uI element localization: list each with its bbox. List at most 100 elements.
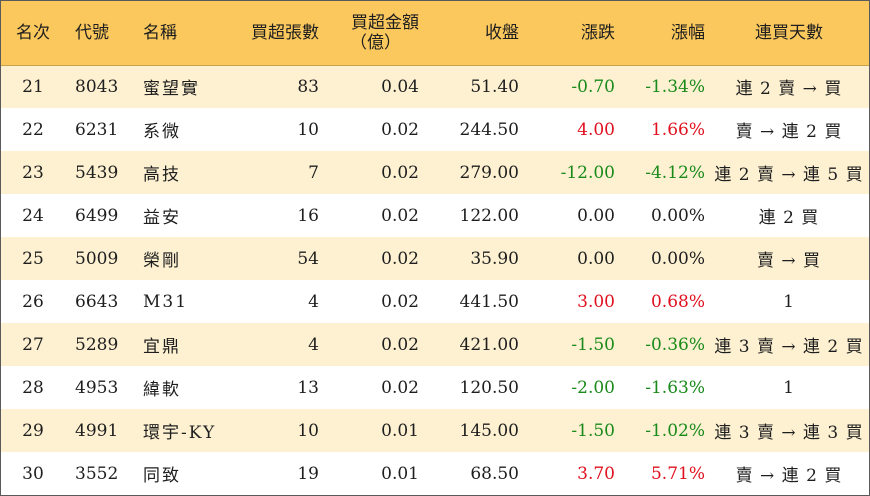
cell-consecutive-days: 賣 → 連 2 買: [735, 466, 843, 486]
cell-buy-amount: 0.02: [381, 162, 419, 183]
cell-change: -0.70: [571, 76, 615, 97]
cell-buy-volume: 16: [297, 205, 319, 226]
cell-change-pct: 0.68%: [650, 291, 705, 312]
cell-name[interactable]: 系微: [143, 122, 181, 142]
cell-code[interactable]: 8043: [75, 76, 119, 97]
cell-code[interactable]: 5289: [75, 334, 119, 355]
cell-buy-amount: 0.02: [381, 377, 419, 398]
cell-change: 3.70: [577, 463, 615, 484]
cell-buy-volume: 83: [297, 76, 319, 97]
cell-change-pct: -1.02%: [645, 420, 705, 441]
table-row[interactable]: 21 8043 蜜望實 83 0.04 51.40 -0.70 -1.34% 連 2 賣 → 買: [1, 65, 869, 108]
cell-buy-amount: 0.02: [381, 119, 419, 140]
cell-change-pct: -1.34%: [645, 76, 705, 97]
cell-change-pct: -0.36%: [645, 334, 705, 355]
header-buy-amount-unit: （億）: [350, 32, 401, 53]
cell-change: 0.00: [577, 205, 615, 226]
table-body: 21 8043 蜜望實 83 0.04 51.40 -0.70 -1.34% 連 2 賣 → 買…: [1, 65, 869, 495]
cell-close: 244.50: [459, 119, 519, 140]
cell-close: 421.00: [459, 334, 519, 355]
cell-buy-volume: 7: [308, 162, 319, 183]
cell-close: 35.90: [470, 248, 519, 269]
cell-change: -1.50: [571, 420, 615, 441]
cell-buy-amount: 0.02: [381, 205, 419, 226]
cell-code[interactable]: 5439: [75, 162, 119, 183]
table-row[interactable]: 26 6643 M31 4 0.02 441.50 3.00 0.68% 1: [1, 280, 869, 323]
table-row[interactable]: 30 3552 同致 19 0.01 68.50 3.70 5.71% 賣 → 連 2 買: [1, 452, 869, 495]
cell-buy-volume: 10: [297, 420, 319, 441]
table-row[interactable]: 23 5439 高技 7 0.02 279.00 -12.00 -4.12% 連 2 賣 → 連…: [1, 151, 869, 194]
header-change[interactable]: 漲跌: [531, 1, 617, 66]
cell-code[interactable]: 5009: [75, 248, 119, 269]
cell-close: 68.50: [470, 463, 519, 484]
cell-name[interactable]: 益安: [143, 208, 181, 228]
header-buy-amount-label: 買超金額: [351, 12, 419, 33]
cell-buy-amount: 0.01: [381, 463, 419, 484]
cell-rank: 30: [22, 463, 44, 484]
cell-buy-amount: 0.04: [381, 76, 419, 97]
cell-rank: 27: [22, 334, 44, 355]
cell-change-pct: 5.71%: [650, 463, 705, 484]
cell-consecutive-days: 1: [783, 377, 795, 398]
header-rank[interactable]: 名次: [1, 1, 65, 66]
cell-change: -12.00: [560, 162, 615, 183]
cell-close: 122.00: [459, 205, 519, 226]
cell-change-pct: -4.12%: [645, 162, 705, 183]
cell-name[interactable]: 榮剛: [143, 251, 181, 271]
cell-change: 3.00: [577, 291, 615, 312]
cell-consecutive-days: 連 2 賣 → 買: [735, 79, 843, 100]
cell-consecutive-days: 連 2 買: [758, 208, 820, 228]
header-name[interactable]: 名稱: [137, 1, 237, 66]
table-row[interactable]: 28 4953 緯軟 13 0.02 120.50 -2.00 -1.63% 1: [1, 366, 869, 409]
cell-consecutive-days: 1: [783, 291, 795, 312]
cell-consecutive-days: 賣 → 連 2 買: [735, 122, 843, 142]
table-row[interactable]: 29 4991 環宇-KY 10 0.01 145.00 -1.50 -1.02% 連 3 賣 …: [1, 409, 869, 452]
cell-buy-amount: 0.01: [381, 420, 419, 441]
cell-change: -1.50: [571, 334, 615, 355]
header-change-pct[interactable]: 漲幅: [617, 1, 709, 66]
header-code[interactable]: 代號: [65, 1, 137, 66]
table-row[interactable]: 27 5289 宜鼎 4 0.02 421.00 -1.50 -0.36% 連 3 賣 → 連 …: [1, 323, 869, 366]
table-row[interactable]: 25 5009 榮剛 54 0.02 35.90 0.00 0.00% 賣 → 買: [1, 237, 869, 280]
cell-name[interactable]: 同致: [143, 466, 181, 486]
cell-rank: 26: [22, 291, 44, 312]
cell-consecutive-days: 賣 → 買: [756, 251, 822, 271]
cell-rank: 28: [22, 377, 44, 398]
cell-change: 0.00: [577, 248, 615, 269]
header-buy-amount[interactable]: 買超金額 （億）: [327, 1, 427, 66]
header-buy-volume[interactable]: 買超張數: [237, 1, 327, 66]
cell-close: 279.00: [459, 162, 519, 183]
cell-name[interactable]: 高技: [143, 165, 181, 185]
header-consecutive-days[interactable]: 連買天數: [709, 1, 869, 66]
cell-change-pct: 0.00%: [650, 205, 705, 226]
cell-rank: 21: [22, 76, 44, 97]
cell-change-pct: 0.00%: [650, 248, 705, 269]
cell-consecutive-days: 連 2 賣 → 連 5 買: [714, 165, 864, 185]
cell-code[interactable]: 6643: [75, 291, 119, 312]
cell-buy-volume: 4: [308, 291, 319, 312]
cell-change-pct: -1.63%: [645, 377, 705, 398]
cell-close: 145.00: [459, 420, 519, 441]
cell-code[interactable]: 4991: [75, 420, 119, 441]
cell-consecutive-days: 連 3 賣 → 連 2 買: [714, 337, 864, 357]
cell-buy-amount: 0.02: [381, 248, 419, 269]
cell-code[interactable]: 6499: [75, 205, 119, 226]
cell-code[interactable]: 6231: [75, 119, 119, 140]
cell-name[interactable]: 環宇-KY: [143, 423, 217, 443]
cell-code[interactable]: 4953: [75, 377, 119, 398]
cell-close: 441.50: [459, 291, 519, 312]
cell-code[interactable]: 3552: [75, 463, 119, 484]
header-row: 名次 代號 名稱 買超張數 買超金額 （億） 收盤 漲跌 漲幅 連買天數: [1, 1, 869, 66]
cell-name[interactable]: M31: [143, 291, 189, 312]
cell-name[interactable]: 宜鼎: [143, 337, 181, 357]
cell-buy-volume: 13: [297, 377, 319, 398]
table-row[interactable]: 22 6231 系微 10 0.02 244.50 4.00 1.66% 賣 → 連 2 買: [1, 108, 869, 151]
table-row[interactable]: 24 6499 益安 16 0.02 122.00 0.00 0.00% 連 2 買: [1, 194, 869, 237]
header-close[interactable]: 收盤: [427, 1, 531, 66]
cell-buy-volume: 4: [308, 334, 319, 355]
cell-change-pct: 1.66%: [650, 119, 705, 140]
cell-name[interactable]: 蜜望實: [143, 79, 200, 100]
cell-name[interactable]: 緯軟: [143, 380, 181, 400]
